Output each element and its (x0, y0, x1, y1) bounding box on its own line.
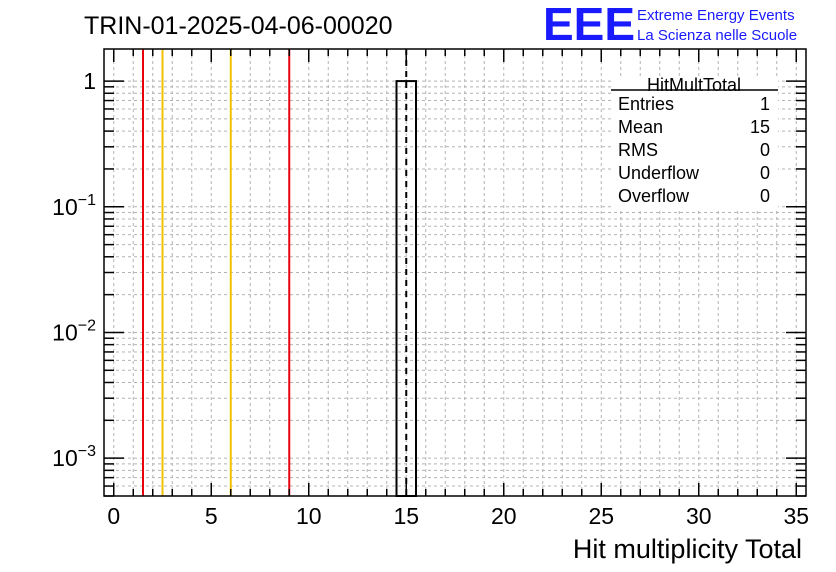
chart-title: TRIN-01-2025-04-06-00020 (84, 12, 393, 40)
logo-mark: EEE (543, 0, 635, 50)
x-tick-label: 15 (393, 503, 419, 529)
x-tick-label: 25 (588, 503, 614, 529)
stats-row-label: RMS (618, 140, 658, 160)
threshold-lines (142, 49, 291, 496)
stats-rows: Entries 1 Mean 15 RMS 0 Underflow 0 Overflow 0 (618, 94, 770, 206)
stats-row-label: Entries (618, 94, 674, 114)
stats-box-title: HitMultTotal (647, 75, 741, 95)
stats-row-value: 0 (760, 140, 770, 160)
stats-row-label: Overflow (618, 186, 690, 206)
axis-ticks (104, 49, 806, 497)
logo-line-2: La Scienza nelle Scuole (637, 27, 797, 44)
stats-row-label: Mean (618, 117, 663, 137)
y-tick-label: 1 (83, 68, 96, 94)
logo-line-1: Extreme Energy Events (637, 7, 795, 24)
y-tick-label: 10−3 (52, 443, 96, 471)
y-tick-labels: 1 10−1 10−2 10−3 (52, 68, 96, 471)
x-tick-label: 0 (107, 503, 120, 529)
experiment-logo: EEE Extreme Energy Events La Scienza nel… (543, 0, 797, 50)
grid-lines (104, 49, 806, 497)
stats-row-value: 1 (760, 94, 770, 114)
stats-row-value: 15 (750, 117, 770, 137)
stats-box: HitMultTotal Entries 1 Mean 15 RMS 0 Underflow… (611, 75, 778, 211)
x-tick-labels: 0 5 10 15 20 25 30 35 (107, 503, 809, 529)
y-tick-label: 10−2 (52, 317, 96, 345)
x-axis-label: Hit multiplicity Total (573, 534, 802, 564)
x-tick-label: 30 (686, 503, 712, 529)
x-tick-label: 35 (783, 503, 809, 529)
x-tick-label: 5 (205, 503, 218, 529)
stats-row-label: Underflow (618, 163, 700, 183)
x-tick-label: 10 (296, 503, 322, 529)
stats-row-value: 0 (760, 186, 770, 206)
stats-box-background (611, 76, 778, 211)
y-tick-label: 10−1 (52, 192, 96, 220)
x-tick-label: 20 (491, 503, 517, 529)
stats-row-value: 0 (760, 163, 770, 183)
